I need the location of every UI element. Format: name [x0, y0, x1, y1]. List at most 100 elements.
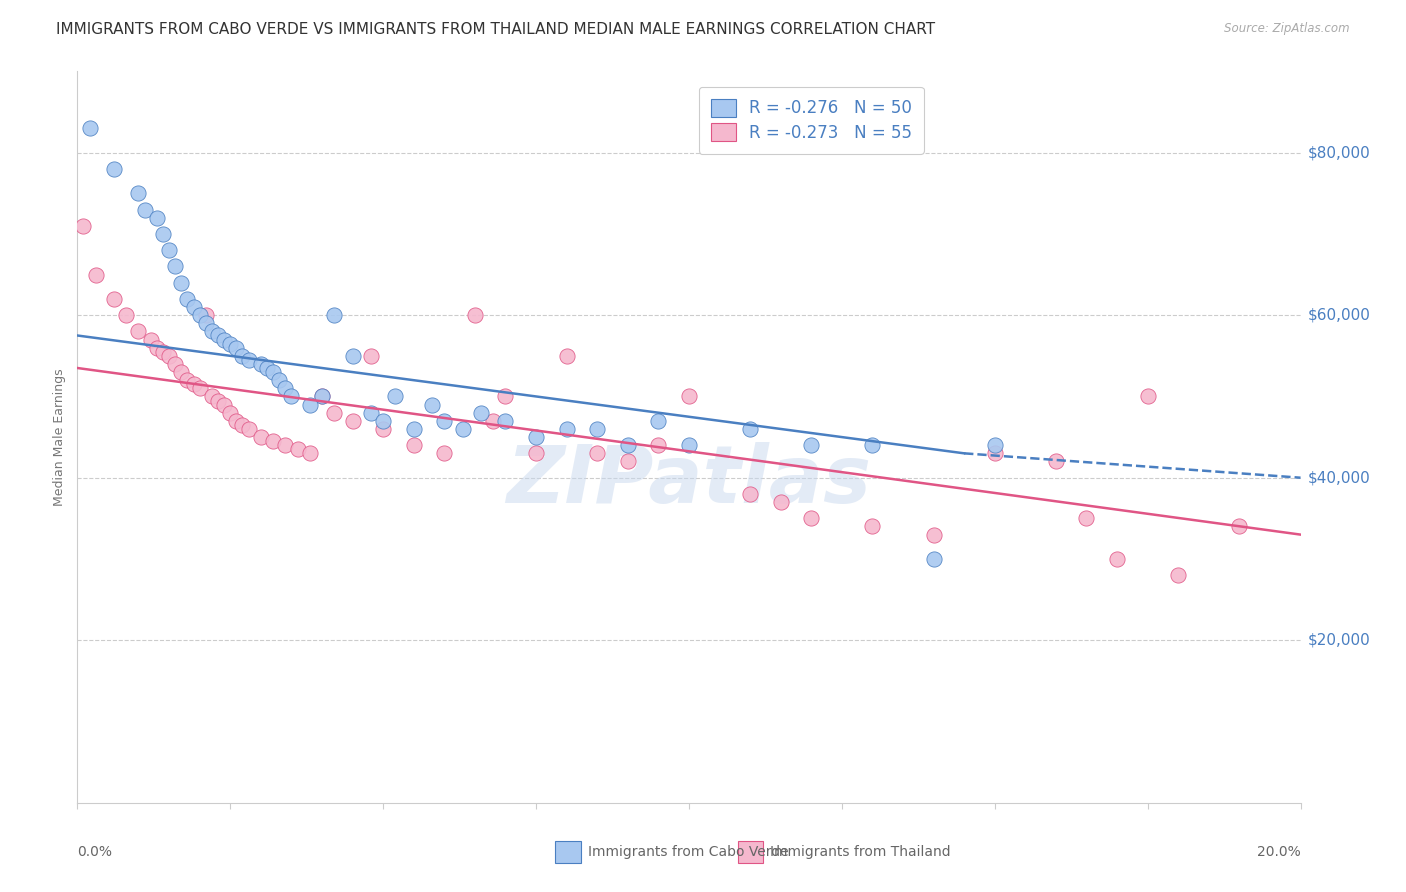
Text: ZIPatlas: ZIPatlas	[506, 442, 872, 520]
Point	[555, 349, 578, 363]
Point	[984, 438, 1007, 452]
Point	[250, 430, 273, 444]
Point	[678, 389, 700, 403]
Point	[176, 373, 198, 387]
Point	[740, 422, 762, 436]
Point	[371, 414, 394, 428]
Point	[323, 308, 346, 322]
Point	[360, 406, 382, 420]
Text: IMMIGRANTS FROM CABO VERDE VS IMMIGRANTS FROM THAILAND MEDIAN MALE EARNINGS CORR: IMMIGRANTS FROM CABO VERDE VS IMMIGRANTS…	[56, 22, 935, 37]
Point	[647, 438, 669, 452]
Point	[225, 414, 247, 428]
Point	[262, 365, 284, 379]
Point	[219, 336, 242, 351]
Point	[146, 211, 169, 225]
Point	[115, 308, 138, 322]
Point	[371, 422, 394, 436]
Point	[464, 308, 486, 322]
Point	[433, 414, 456, 428]
Point	[212, 398, 235, 412]
Point	[617, 438, 640, 452]
Point	[127, 325, 149, 339]
Point	[586, 446, 609, 460]
Point	[862, 438, 884, 452]
Point	[922, 527, 945, 541]
Point	[524, 446, 547, 460]
Point	[1229, 519, 1251, 533]
Point	[1167, 568, 1189, 582]
Point	[495, 389, 517, 403]
Point	[298, 446, 321, 460]
Point	[72, 219, 94, 233]
Point	[231, 417, 253, 432]
Point	[586, 422, 609, 436]
Text: Source: ZipAtlas.com: Source: ZipAtlas.com	[1225, 22, 1350, 36]
Point	[188, 381, 211, 395]
Point	[176, 292, 198, 306]
Text: $80,000: $80,000	[1308, 145, 1371, 161]
Point	[262, 434, 284, 449]
Point	[152, 344, 174, 359]
Point	[256, 361, 278, 376]
Point	[287, 442, 309, 457]
Point	[678, 438, 700, 452]
Point	[274, 381, 297, 395]
Point	[207, 328, 229, 343]
Point	[79, 121, 101, 136]
Text: $40,000: $40,000	[1308, 470, 1371, 485]
Point	[225, 341, 247, 355]
Point	[433, 446, 456, 460]
Point	[157, 349, 180, 363]
Point	[219, 406, 242, 420]
Point	[617, 454, 640, 468]
Y-axis label: Median Male Earnings: Median Male Earnings	[53, 368, 66, 506]
Point	[984, 446, 1007, 460]
Point	[470, 406, 492, 420]
Text: Immigrants from Thailand: Immigrants from Thailand	[770, 845, 950, 859]
Point	[250, 357, 273, 371]
Text: 20.0%: 20.0%	[1257, 845, 1301, 859]
Point	[127, 186, 149, 201]
Point	[152, 227, 174, 241]
Point	[402, 422, 425, 436]
Point	[170, 276, 193, 290]
Legend: R = -0.276   N = 50, R = -0.273   N = 55: R = -0.276 N = 50, R = -0.273 N = 55	[699, 87, 924, 153]
Point	[188, 308, 211, 322]
Text: 0.0%: 0.0%	[77, 845, 112, 859]
Point	[84, 268, 107, 282]
Point	[384, 389, 406, 403]
Point	[231, 349, 253, 363]
Point	[165, 260, 187, 274]
Point	[269, 373, 291, 387]
Point	[1136, 389, 1159, 403]
Point	[194, 316, 217, 330]
Point	[769, 495, 792, 509]
Point	[170, 365, 193, 379]
Point	[280, 389, 302, 403]
Text: Immigrants from Cabo Verde: Immigrants from Cabo Verde	[588, 845, 789, 859]
Point	[800, 511, 823, 525]
Point	[342, 349, 364, 363]
Point	[194, 308, 217, 322]
Point	[311, 389, 333, 403]
Point	[1107, 552, 1129, 566]
Point	[420, 398, 443, 412]
Point	[524, 430, 547, 444]
Point	[800, 438, 823, 452]
Point	[139, 333, 162, 347]
Point	[323, 406, 346, 420]
Point	[922, 552, 945, 566]
Point	[451, 422, 474, 436]
Point	[201, 325, 224, 339]
Text: $20,000: $20,000	[1308, 632, 1371, 648]
Text: $60,000: $60,000	[1308, 308, 1371, 323]
Point	[342, 414, 364, 428]
Point	[298, 398, 321, 412]
Point	[238, 352, 260, 367]
Point	[238, 422, 260, 436]
Point	[146, 341, 169, 355]
Point	[740, 487, 762, 501]
Point	[311, 389, 333, 403]
Point	[183, 300, 205, 314]
Point	[360, 349, 382, 363]
